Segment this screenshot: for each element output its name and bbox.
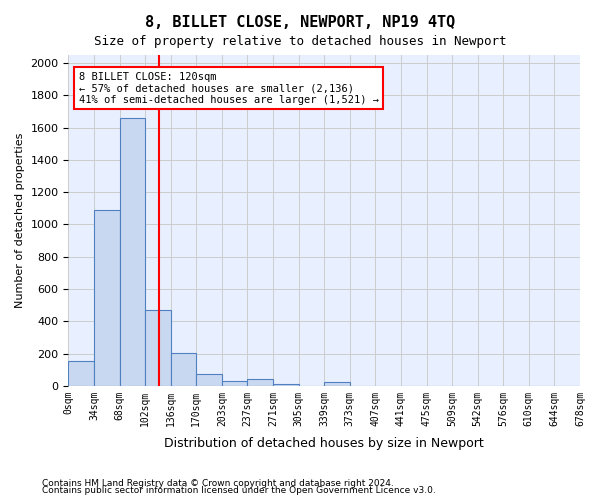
Text: 8 BILLET CLOSE: 120sqm
← 57% of detached houses are smaller (2,136)
41% of semi-: 8 BILLET CLOSE: 120sqm ← 57% of detached… — [79, 72, 379, 104]
Bar — [68, 361, 94, 386]
Bar — [171, 352, 196, 386]
Text: 8, BILLET CLOSE, NEWPORT, NP19 4TQ: 8, BILLET CLOSE, NEWPORT, NP19 4TQ — [145, 15, 455, 30]
Text: Contains public sector information licensed under the Open Government Licence v3: Contains public sector information licen… — [42, 486, 436, 495]
Bar — [222, 381, 247, 386]
Y-axis label: Number of detached properties: Number of detached properties — [15, 132, 25, 308]
Bar — [119, 118, 145, 386]
Bar — [94, 210, 119, 386]
Bar — [273, 384, 299, 386]
Text: Contains HM Land Registry data © Crown copyright and database right 2024.: Contains HM Land Registry data © Crown c… — [42, 478, 394, 488]
Bar — [196, 374, 222, 386]
Bar — [324, 382, 350, 386]
X-axis label: Distribution of detached houses by size in Newport: Distribution of detached houses by size … — [164, 437, 484, 450]
Bar — [247, 380, 273, 386]
Bar — [145, 310, 171, 386]
Text: Size of property relative to detached houses in Newport: Size of property relative to detached ho… — [94, 35, 506, 48]
